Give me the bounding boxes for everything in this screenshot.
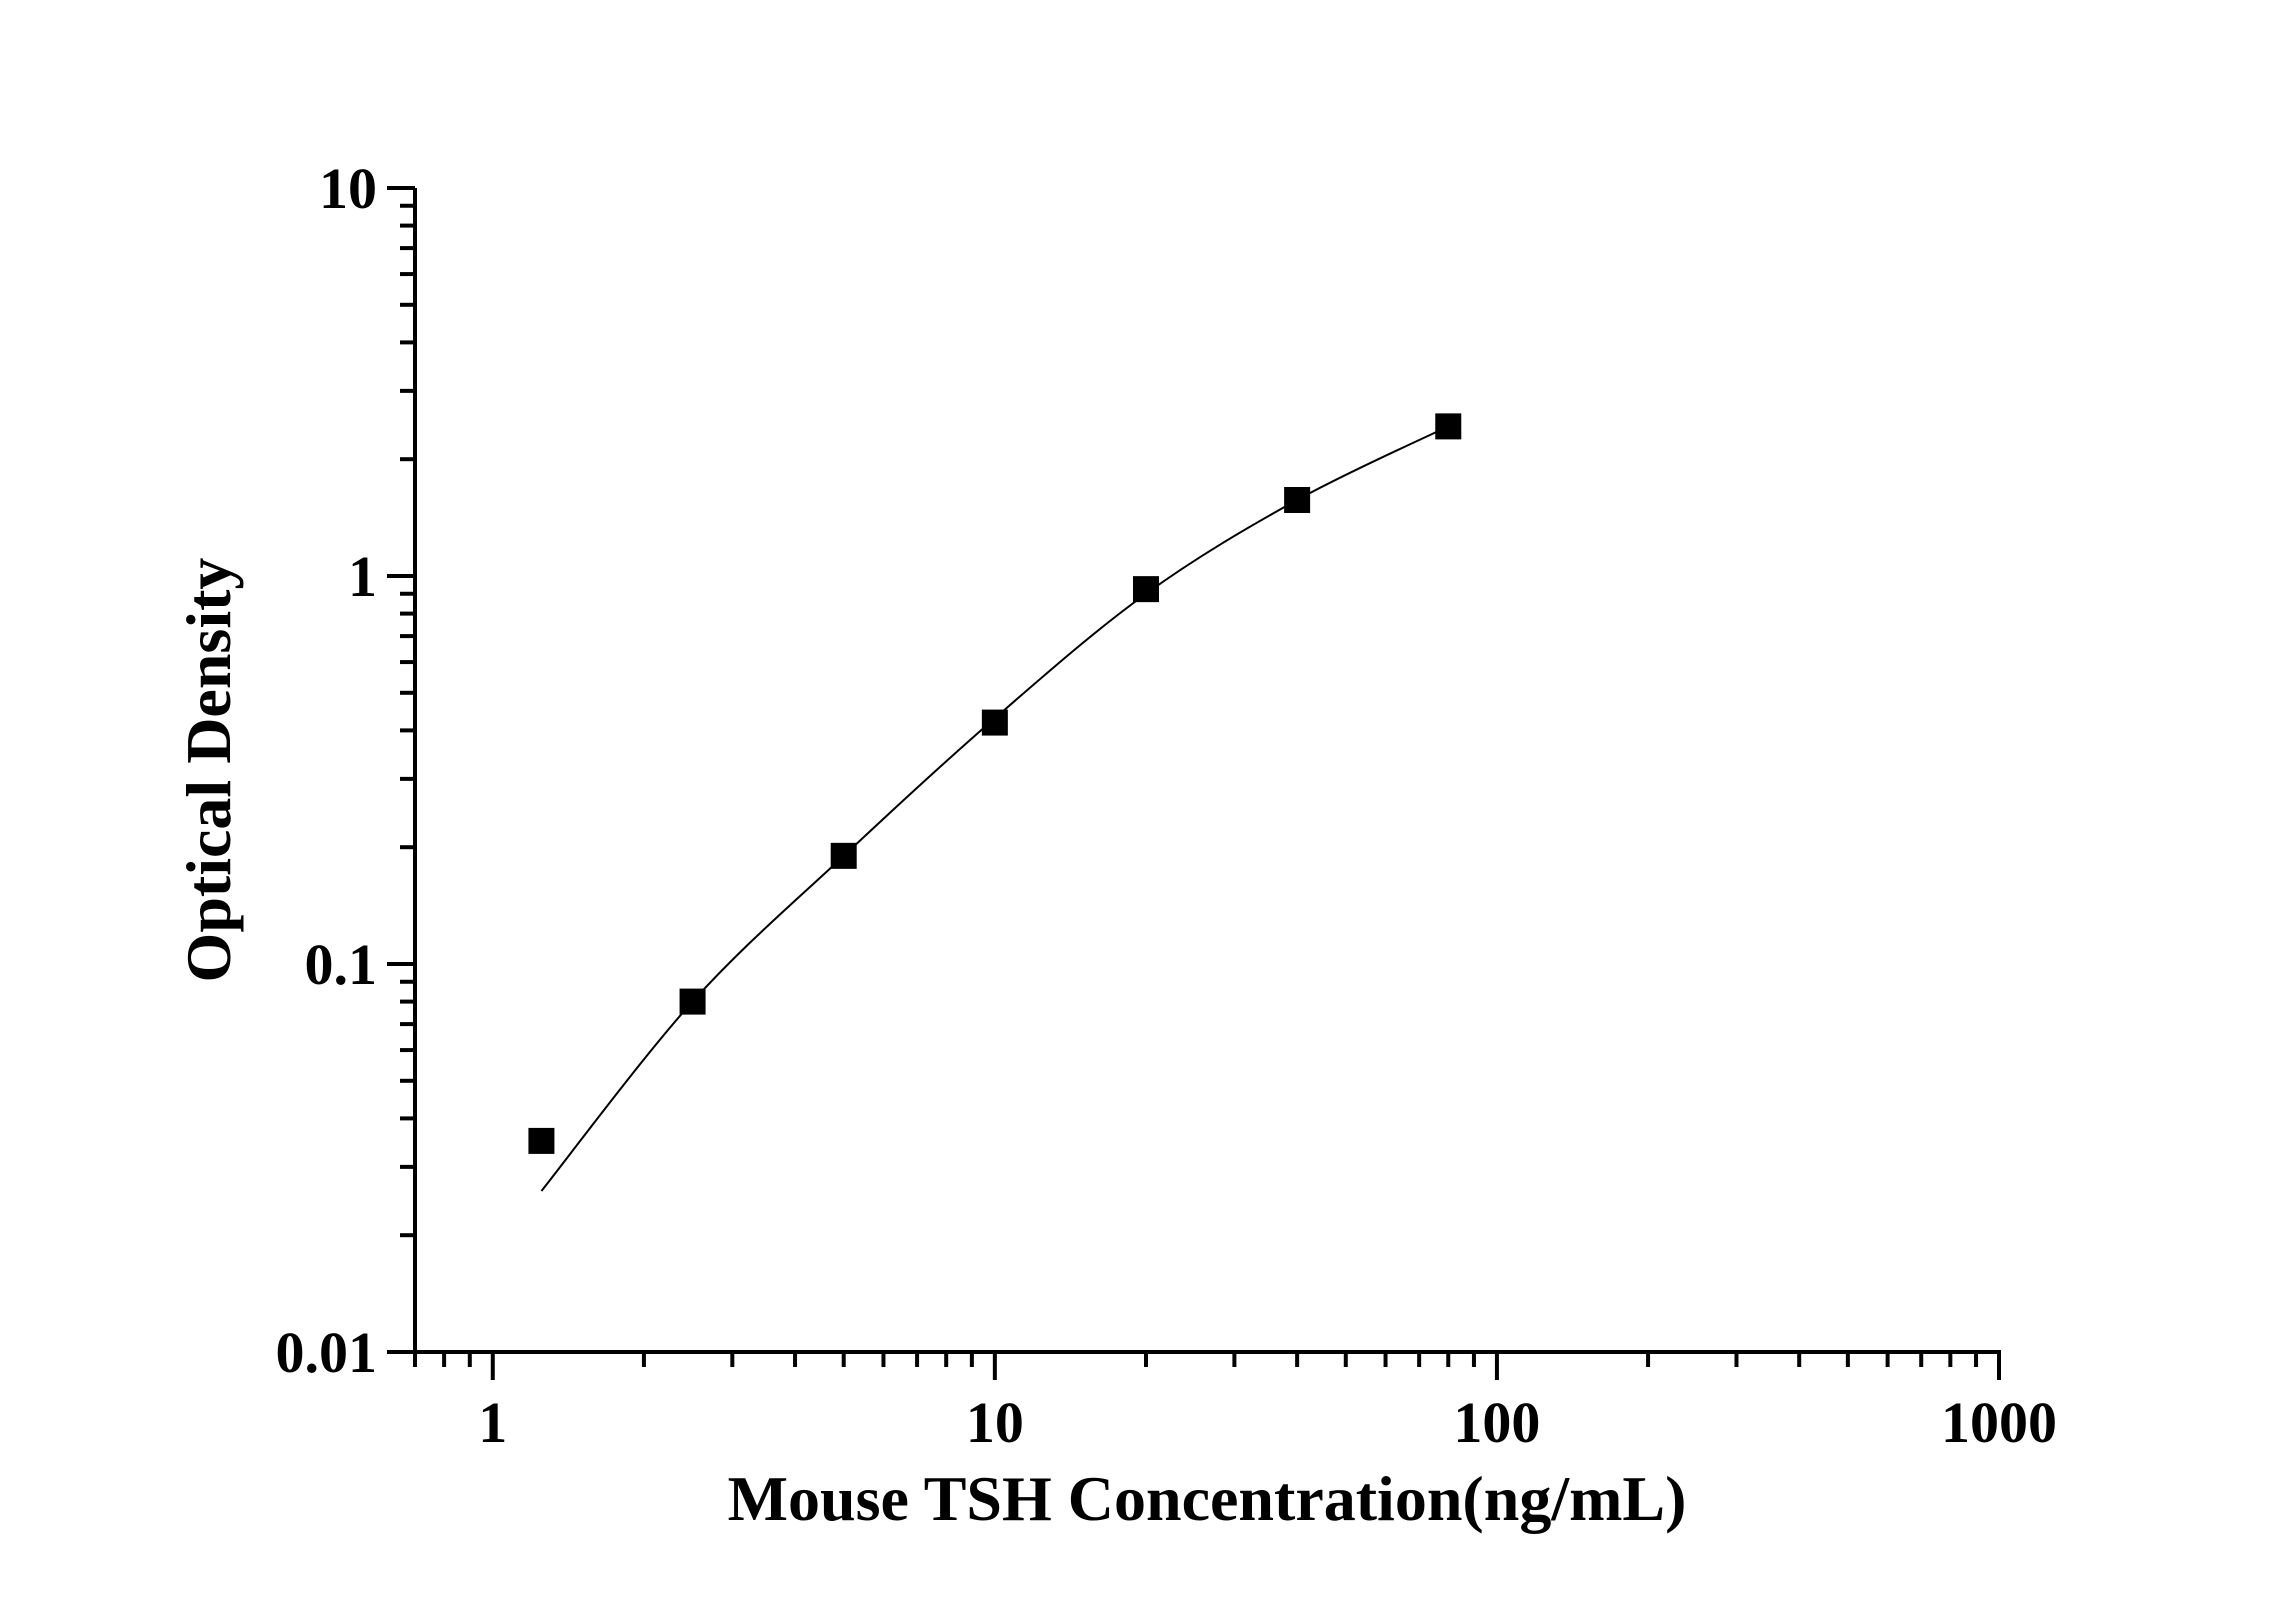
x-axis-label: Mouse TSH Concentration(ng/mL) [728,1463,1687,1534]
x-tick-label: 1 [478,1390,507,1455]
data-point [1435,413,1462,440]
data-point [1132,576,1159,603]
data-point [1284,486,1311,513]
y-tick-label: 0.01 [276,1320,378,1385]
y-tick-label: 1 [348,544,377,609]
data-point [830,842,857,869]
y-axis-label: Optical Density [173,558,244,983]
x-tick-label: 10 [966,1390,1024,1455]
data-points [528,413,1462,1154]
axes: 1 10 100 1000 0.01 0.1 1 10 [276,156,2058,1455]
x-tick-label: 100 [1453,1390,1540,1455]
y-tick-label: 0.1 [305,932,378,997]
data-point [679,988,706,1015]
data-point [981,709,1008,736]
y-tick-label: 10 [319,156,377,221]
data-point [528,1127,555,1154]
fit-curve [540,425,1449,1192]
x-tick-label: 1000 [1941,1390,2057,1455]
